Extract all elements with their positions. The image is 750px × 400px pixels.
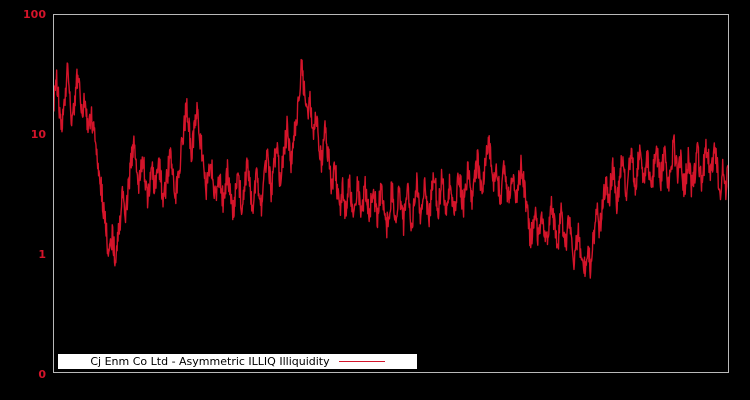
legend-box: Cj Enm Co Ltd - Asymmetric ILLIQ Illiqui… — [58, 354, 417, 369]
illiquidity-series — [54, 58, 728, 279]
y-axis-tick-100: 100 — [23, 8, 46, 21]
line-swatch — [338, 361, 385, 362]
plot-area — [53, 14, 729, 373]
y-axis-tick-1: 1 — [38, 248, 46, 261]
y-axis-tick-10: 10 — [30, 128, 46, 141]
legend-label: Cj Enm Co Ltd - Asymmetric ILLIQ Illiqui… — [90, 355, 330, 368]
series-polyline — [54, 58, 728, 279]
y-axis-tick-0: 0 — [38, 368, 46, 381]
